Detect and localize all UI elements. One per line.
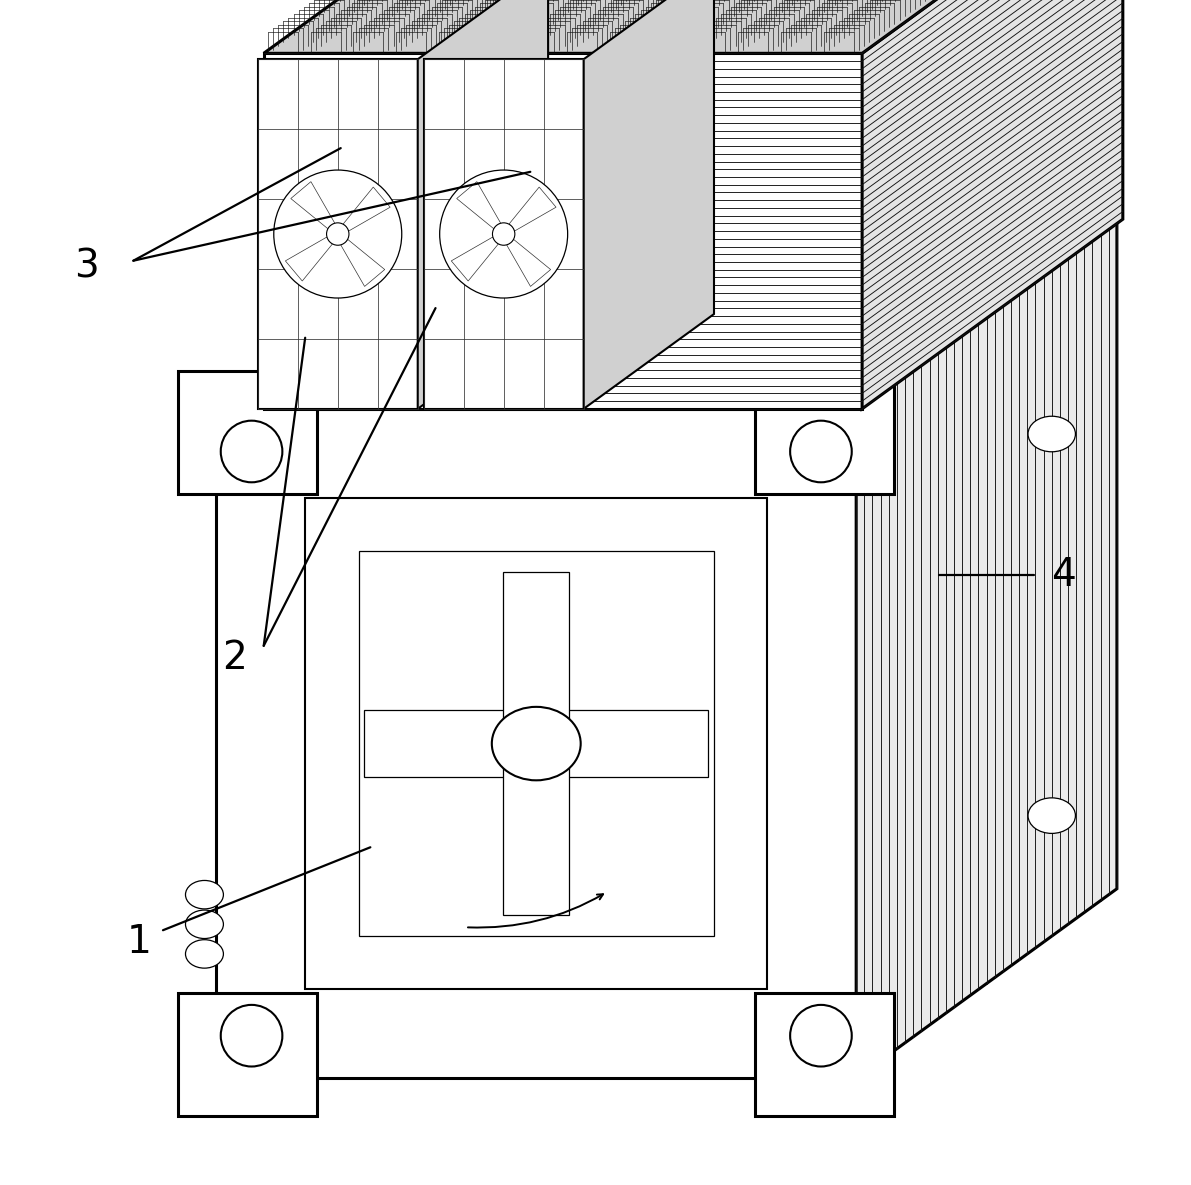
Polygon shape	[179, 371, 317, 494]
Ellipse shape	[1028, 798, 1075, 833]
Polygon shape	[503, 571, 569, 915]
Polygon shape	[424, 59, 584, 409]
Polygon shape	[341, 239, 385, 287]
Ellipse shape	[186, 940, 224, 968]
Polygon shape	[451, 237, 498, 281]
Text: 4: 4	[1052, 556, 1075, 594]
Ellipse shape	[492, 706, 581, 780]
Polygon shape	[217, 409, 856, 1078]
Polygon shape	[263, 0, 1123, 53]
Text: 1: 1	[126, 923, 151, 961]
Polygon shape	[257, 59, 418, 409]
Polygon shape	[456, 181, 500, 229]
Polygon shape	[418, 0, 548, 409]
Polygon shape	[291, 181, 335, 229]
Polygon shape	[179, 993, 317, 1116]
Circle shape	[439, 169, 568, 299]
Ellipse shape	[1028, 416, 1075, 451]
Text: 3: 3	[74, 248, 99, 286]
Polygon shape	[217, 219, 1117, 409]
Circle shape	[274, 169, 401, 299]
Polygon shape	[358, 551, 713, 936]
Polygon shape	[286, 237, 332, 281]
Ellipse shape	[186, 910, 224, 939]
Polygon shape	[755, 371, 894, 494]
Polygon shape	[856, 219, 1117, 1078]
Ellipse shape	[186, 880, 224, 909]
Polygon shape	[305, 498, 767, 989]
Circle shape	[790, 1005, 852, 1066]
Polygon shape	[862, 0, 1123, 409]
Circle shape	[492, 223, 515, 245]
Polygon shape	[507, 239, 550, 287]
Circle shape	[220, 1005, 282, 1066]
Circle shape	[220, 421, 282, 482]
Text: 2: 2	[222, 639, 247, 677]
Circle shape	[790, 421, 852, 482]
Polygon shape	[510, 187, 556, 231]
Polygon shape	[343, 187, 391, 231]
Polygon shape	[263, 53, 862, 409]
Circle shape	[326, 223, 349, 245]
Polygon shape	[364, 710, 709, 777]
Polygon shape	[755, 993, 894, 1116]
Polygon shape	[584, 0, 713, 409]
